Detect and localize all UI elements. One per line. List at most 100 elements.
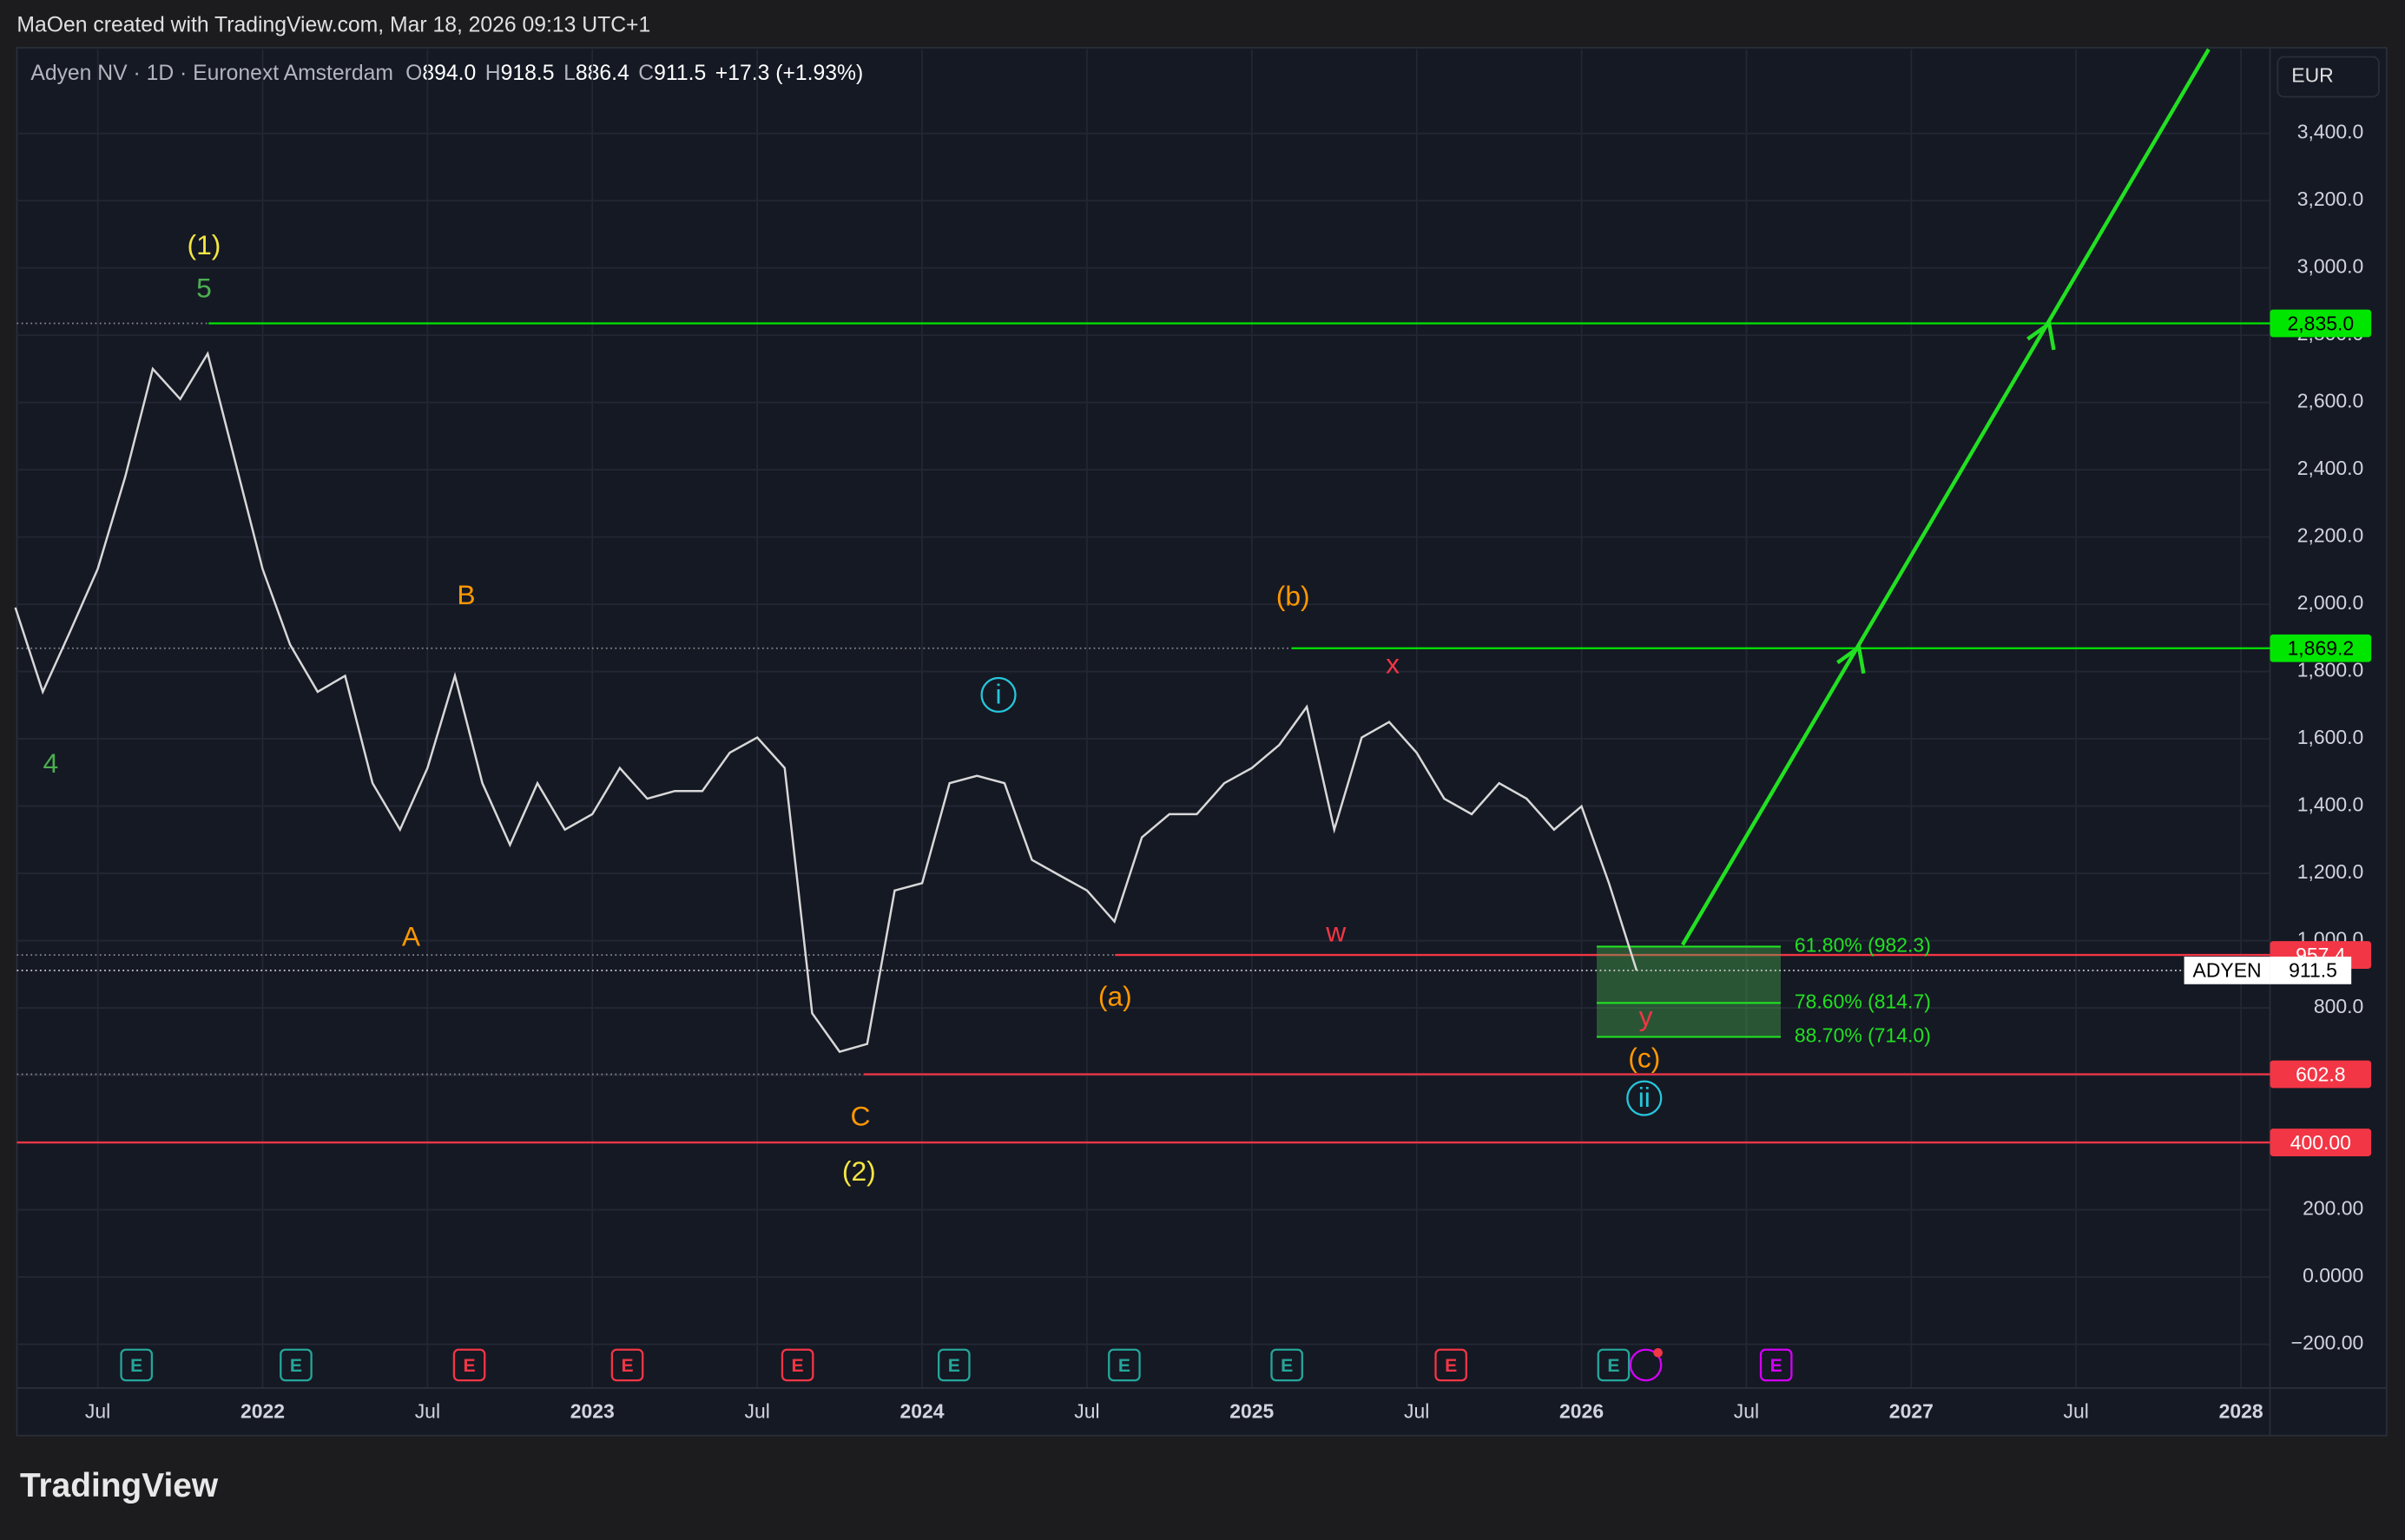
level-tag — [2270, 634, 2372, 662]
x-tick-label: 2024 — [900, 1399, 945, 1422]
fib-label: 78.60% (814.7) — [1795, 990, 1931, 1012]
earnings-label[interactable]: E — [948, 1356, 960, 1376]
earnings-label[interactable]: E — [1281, 1356, 1293, 1376]
level-label: 1,869.2 — [2288, 637, 2355, 660]
earnings-badge[interactable] — [937, 1348, 971, 1382]
earnings-label[interactable]: E — [464, 1356, 476, 1376]
symbol-name: Adyen NV · 1D · Euronext Amsterdam — [30, 62, 393, 85]
projection-arrow — [1681, 48, 2211, 946]
earnings-label[interactable]: E — [792, 1356, 804, 1376]
level-label: 602.8 — [2296, 1063, 2345, 1085]
wave-label: (1) — [188, 229, 221, 260]
x-tick-label: 2022 — [240, 1399, 285, 1422]
level-tag — [2270, 1060, 2372, 1089]
x-tick-label: Jul — [2064, 1399, 2089, 1422]
earnings-badge[interactable] — [1434, 1348, 1468, 1382]
level-tag — [2270, 1129, 2372, 1156]
symbol-legend: Adyen NV · 1D · Euronext Amsterdam O894.0… — [30, 62, 863, 85]
earnings-badge[interactable] — [452, 1348, 486, 1382]
y-tick-label: 800.0 — [2314, 995, 2363, 1017]
earnings-badge[interactable] — [1597, 1348, 1631, 1382]
wave-label: 5 — [196, 272, 212, 303]
wave-label: w — [1325, 916, 1347, 947]
x-tick-label: Jul — [85, 1399, 110, 1422]
wave-circle — [1626, 1080, 1663, 1116]
wave-label: y — [1639, 1001, 1653, 1032]
y-tick-label: 200.00 — [2303, 1197, 2363, 1220]
x-tick-label: 2025 — [1229, 1399, 1274, 1422]
ohlc-key: C — [638, 62, 654, 85]
x-tick-label: 2028 — [2219, 1399, 2263, 1422]
earnings-label[interactable]: E — [290, 1356, 302, 1376]
earnings-badge[interactable] — [120, 1348, 154, 1382]
earnings-badge[interactable] — [1759, 1348, 1793, 1382]
earnings-label[interactable]: E — [1607, 1356, 1619, 1376]
y-tick-label: 2,400.0 — [2297, 457, 2364, 479]
x-tick-label: Jul — [1404, 1399, 1429, 1422]
earnings-badge[interactable] — [610, 1348, 644, 1382]
brand-logo: ⁠TradingView — [20, 1467, 219, 1504]
wave-circle — [980, 676, 1017, 714]
arrow-head — [2026, 320, 2056, 351]
price-label: 911.5 — [2289, 959, 2337, 982]
wave-label: (a) — [1098, 981, 1132, 1012]
earnings-label[interactable]: E — [1445, 1356, 1457, 1376]
ohlc-value: 886.4 — [576, 62, 629, 85]
earnings-label[interactable]: E — [621, 1356, 633, 1376]
y-tick-label: 1,600.0 — [2297, 726, 2364, 748]
x-tick-label: Jul — [1734, 1399, 1759, 1422]
event-dot — [1653, 1348, 1663, 1358]
fib-label: 61.80% (982.3) — [1795, 933, 1931, 956]
wave-label: (2) — [842, 1155, 876, 1187]
x-tick-label: Jul — [415, 1399, 440, 1422]
earnings-label[interactable]: E — [130, 1356, 142, 1376]
y-tick-label: 1,400.0 — [2297, 793, 2364, 816]
credit: MaOen created with TradingView.com, Mar … — [16, 14, 650, 37]
earnings-badge[interactable] — [280, 1348, 313, 1382]
y-tick-label: 3,400.0 — [2297, 121, 2364, 143]
wave-label: (b) — [1276, 581, 1310, 612]
wave-label: (c) — [1628, 1042, 1660, 1073]
wave-label: x — [1386, 648, 1400, 679]
currency-box[interactable] — [2277, 56, 2380, 98]
plot: 3,400.03,200.03,000.02,800.02,600.02,400… — [14, 47, 2387, 1436]
x-tick-label: Jul — [744, 1399, 769, 1422]
fib-label: 88.70% (714.0) — [1795, 1023, 1931, 1046]
chart-pane — [16, 47, 2388, 1437]
y-tick-label: 2,600.0 — [2297, 390, 2364, 412]
ohlc-value: 894.0 — [422, 62, 476, 85]
ohlc-key: H — [485, 62, 501, 85]
x-tick-label: 2026 — [1559, 1399, 1604, 1422]
earnings-badge[interactable] — [1108, 1348, 1141, 1382]
wave-label: C — [851, 1100, 871, 1131]
y-tick-label: 2,000.0 — [2297, 591, 2364, 614]
x-tick-label: 2027 — [1889, 1399, 1934, 1422]
fib-zone — [1597, 946, 1782, 1037]
arrow-head — [1836, 643, 1866, 675]
change: +17.3 (+1.93%) — [715, 62, 863, 85]
wave-label: i — [996, 679, 1002, 710]
brand-name: TradingView — [20, 1467, 219, 1504]
wave-label: B — [457, 579, 475, 610]
ohlc-key: O — [405, 62, 422, 85]
symbol-tag — [2184, 956, 2270, 984]
price-line — [14, 351, 1638, 1053]
earnings-badge[interactable] — [781, 1348, 814, 1382]
y-tick-label: 2,200.0 — [2297, 524, 2364, 547]
earnings-badge[interactable] — [1270, 1348, 1303, 1382]
ohlc-key: L — [563, 62, 576, 85]
event-badge[interactable] — [1629, 1348, 1663, 1382]
level-tag — [2270, 309, 2372, 338]
currency[interactable]: EUR — [2291, 64, 2333, 87]
y-tick-label: 0.0000 — [2303, 1264, 2363, 1287]
wave-label: A — [402, 921, 421, 952]
y-tick-label: 3,000.0 — [2297, 255, 2364, 278]
earnings-label[interactable]: E — [1770, 1356, 1782, 1376]
x-tick-label: Jul — [1074, 1399, 1099, 1422]
earnings-label[interactable]: E — [1118, 1356, 1130, 1376]
x-tick-label: 2023 — [570, 1399, 615, 1422]
y-tick-label: 1,800.0 — [2297, 659, 2364, 681]
symbol-label: ADYEN — [2193, 959, 2262, 982]
level-label: 2,835.0 — [2288, 312, 2355, 334]
